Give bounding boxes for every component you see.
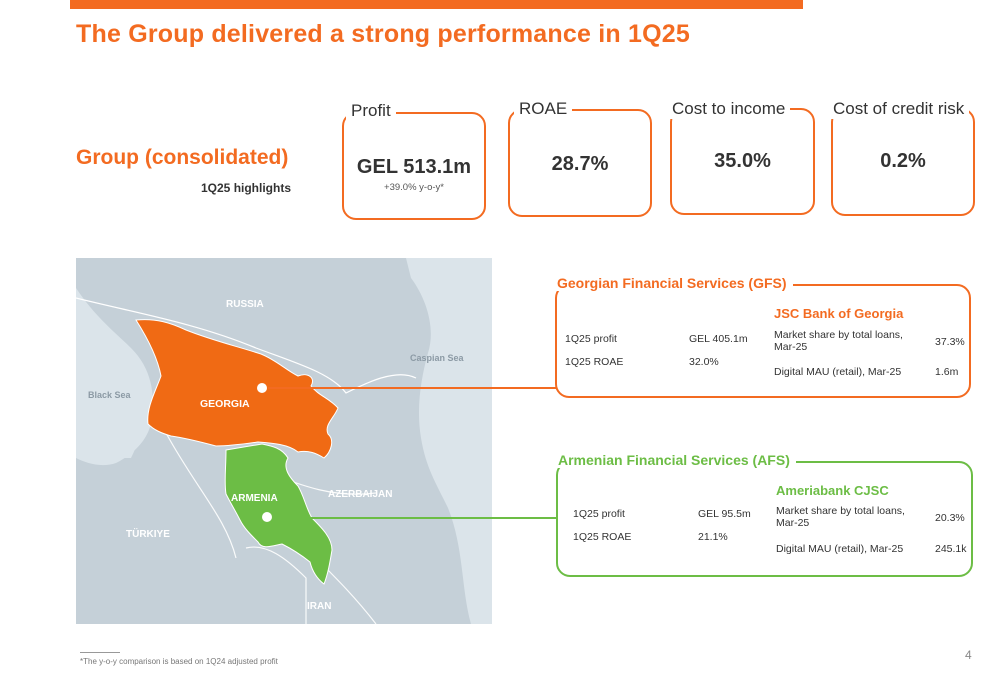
map-label-armenia: ARMENIA [231,493,278,504]
black-sea-lower [76,368,143,458]
map-label-georgia: GEORGIA [200,398,250,410]
gfs-profit-value: GEL 405.1m [689,333,748,345]
gfs-market-share-label: Market share by total loans, Mar-25 [774,329,903,353]
kpi-roae-box: ROAE 28.7% [508,99,652,217]
afs-profit-label: 1Q25 profit [573,508,625,520]
gfs-roae-label: 1Q25 ROAE [565,356,624,368]
gfs-digital-mau-value: 1.6m [935,366,959,378]
caspian-sea-shape [406,258,492,624]
map-label-russia: RUSSIA [226,299,264,310]
afs-market-share-label: Market share by total loans, Mar-25 [776,505,905,529]
afs-title: Armenian Financial Services (AFS) [555,452,796,468]
afs-panel: Armenian Financial Services (AFS) Ameria… [555,452,973,577]
kpi-roae-value: 28.7% [551,153,609,175]
georgia-shape [135,319,339,459]
gfs-digital-mau-label: Digital MAU (retail), Mar-25 [774,366,902,378]
gfs-profit-label: 1Q25 profit [565,333,617,345]
map-label-black-sea: Black Sea [88,390,132,400]
kpi-cost-of-credit-risk-box: Cost of credit risk 0.2% [828,99,975,216]
afs-roae-label: 1Q25 ROAE [573,531,632,543]
page-number: 4 [965,648,972,662]
kpi-profit-label: Profit [346,101,396,121]
footnote-divider [80,652,120,653]
armenia-shape [224,443,333,585]
afs-connector-line [272,517,558,519]
kpi-cost-of-credit-risk-value: 0.2% [880,150,926,172]
afs-roae-value: 21.1% [698,531,728,543]
gfs-connector-line [268,387,556,389]
georgia-marker [257,383,267,393]
gfs-market-share-value: 37.3% [935,336,965,348]
gfs-bank-name: JSC Bank of Georgia [774,306,904,321]
map-label-azerbaijan: AZERBAIJAN [328,489,392,500]
kpi-profit-note: +39.0% y-o-y* [384,182,444,193]
border-lines [165,432,377,624]
afs-digital-mau-label: Digital MAU (retail), Mar-25 [776,543,904,555]
gfs-panel: Georgian Financial Services (GFS) JSC Ba… [554,275,971,398]
footnote: *The y-o-y comparison is based on 1Q24 a… [80,657,278,666]
armenia-marker [262,512,272,522]
caspian-northern-inlet [471,258,492,313]
top-accent-bar [70,0,803,9]
page-title: The Group delivered a strong performance… [76,20,690,48]
afs-bank-name: Ameriabank CJSC [776,483,889,498]
kpi-profit-value: GEL 513.1m [356,156,472,178]
afs-profit-value: GEL 95.5m [698,508,751,520]
kpi-profit-box: Profit GEL 513.1m +39.0% y-o-y* [342,101,486,220]
gfs-title: Georgian Financial Services (GFS) [554,275,793,291]
kpi-cost-to-income-value: 35.0% [714,150,771,172]
group-title: Group (consolidated) [76,146,289,169]
russia-border [76,297,417,394]
group-subtitle: 1Q25 highlights [201,181,292,195]
kpi-cost-to-income-box: Cost to income 35.0% [667,99,815,215]
afs-market-share-value: 20.3% [935,512,965,524]
region-map: RUSSIA Caspian Sea Black Sea GEORGIA ARM… [76,258,492,624]
afs-digital-mau-value: 245.1k [935,543,967,555]
kpi-cost-to-income-label: Cost to income [667,99,791,119]
map-label-caspian: Caspian Sea [410,353,465,363]
map-label-turkiye: TÜRKIYE [126,527,170,540]
kpi-cost-of-credit-risk-label: Cost of credit risk [828,99,970,119]
map-label-iran: IRAN [307,601,331,612]
gfs-roae-value: 32.0% [689,356,719,368]
kpi-roae-label: ROAE [514,99,573,119]
